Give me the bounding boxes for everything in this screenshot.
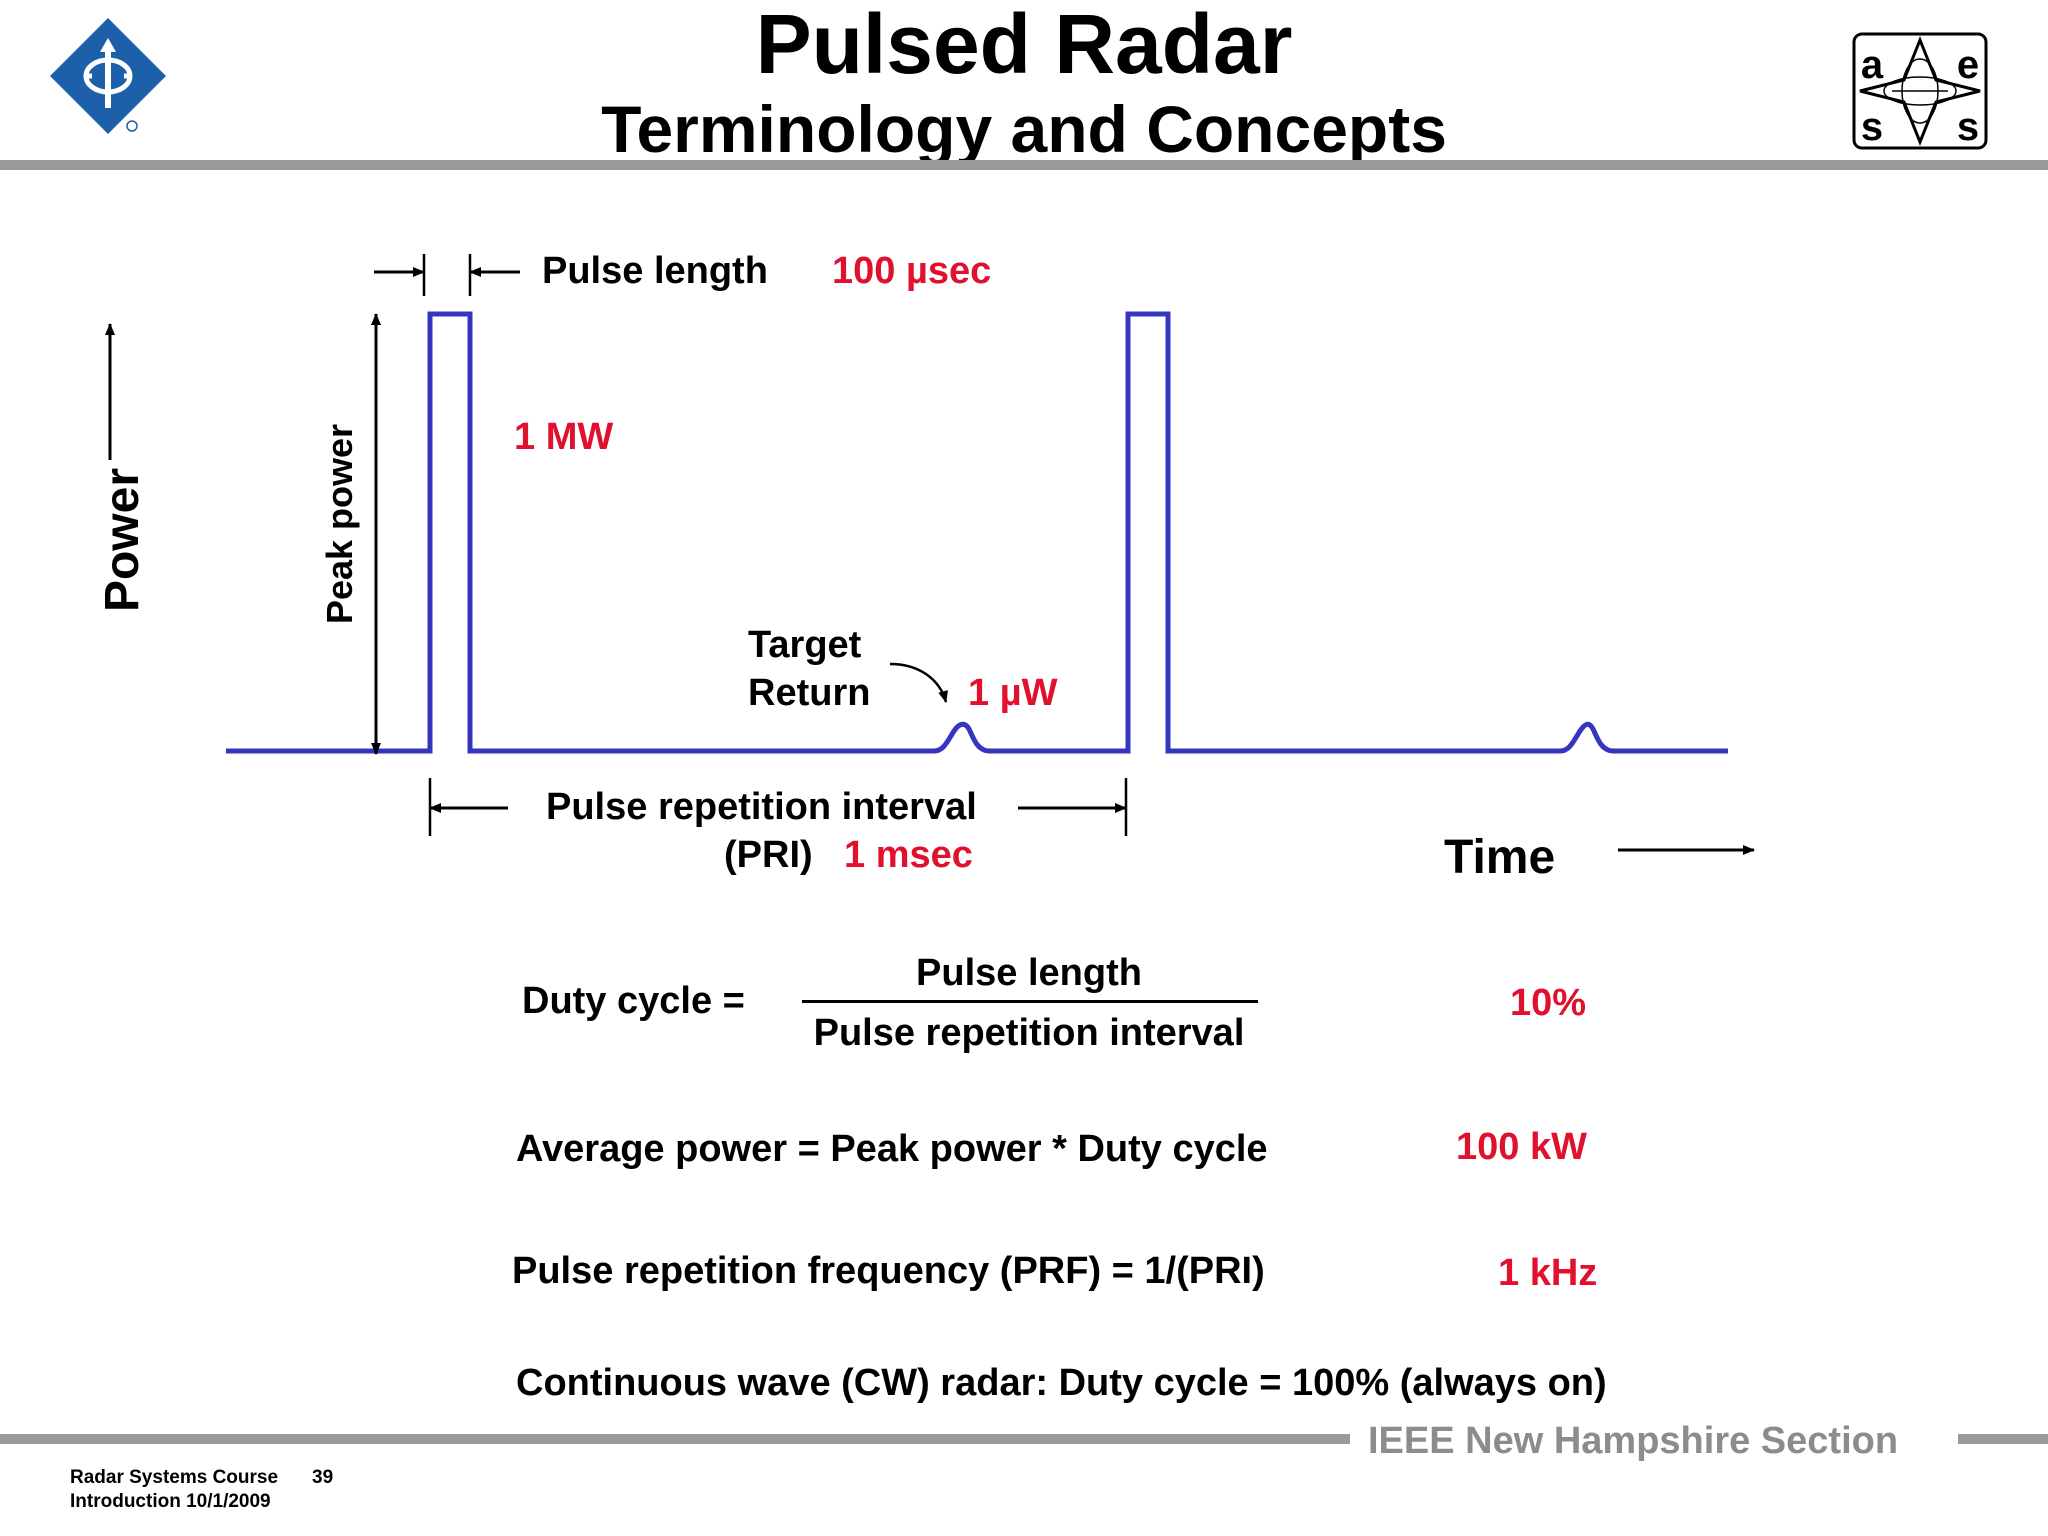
footer-divider-right (1958, 1434, 2048, 1444)
ieee-diamond-logo (48, 16, 172, 140)
footer-course: Radar Systems Course (70, 1467, 279, 1488)
pri-label-1: Pulse repetition interval (546, 786, 977, 828)
pulse-waveform (226, 311, 1728, 754)
pulse-length-value: 100 µsec (832, 250, 992, 292)
pulse-length-label: Pulse length (542, 250, 768, 292)
fraction-bar (802, 1000, 1258, 1003)
target-return-label-1: Target (748, 624, 862, 666)
target-return-arrow (889, 662, 948, 703)
slide-subtitle: Terminology and Concepts (601, 92, 1447, 166)
aess-letter-s1: s (1861, 105, 1883, 149)
average-power-value: 100 kW (1456, 1126, 1587, 1168)
cw-radar-statement: Continuous wave (CW) radar: Duty cycle =… (516, 1362, 1607, 1404)
prf-formula: Pulse repetition frequency (PRF) = 1/(PR… (512, 1250, 1265, 1292)
y-axis-label: Power (96, 468, 149, 612)
footer-lecture: Introduction 10/1/2009 (70, 1491, 271, 1512)
header-divider (0, 160, 2048, 170)
duty-cycle-denominator: Pulse repetition interval (813, 1012, 1245, 1054)
footer-page-number: 39 (312, 1467, 334, 1488)
slide-title: Pulsed Radar (755, 0, 1293, 91)
target-return-value: 1 µW (968, 672, 1058, 714)
target-return-label-2: Return (748, 672, 871, 714)
aess-logo: a e s s (1852, 32, 1988, 150)
pulse-diagram: Power Peak power (96, 254, 1755, 855)
duty-cycle-value: 10% (1510, 982, 1587, 1024)
footer-section-name: IEEE New Hampshire Section (1368, 1420, 1899, 1462)
average-power-formula: Average power = Peak power * Duty cycle (516, 1128, 1268, 1170)
duty-cycle-lhs: Duty cycle = (522, 980, 745, 1022)
prf-value: 1 kHz (1498, 1252, 1598, 1294)
aess-letter-s2: s (1957, 105, 1979, 149)
pri-value: 1 msec (844, 834, 973, 876)
aess-letter-e: e (1957, 43, 1979, 87)
aess-letter-a: a (1861, 43, 1884, 87)
footer-divider-left (0, 1434, 1350, 1444)
peak-power-label: Peak power (319, 424, 360, 624)
pri-label-2: (PRI) (724, 834, 813, 876)
duty-cycle-numerator: Pulse length (916, 952, 1142, 994)
x-axis-label: Time (1444, 831, 1556, 884)
peak-power-value: 1 MW (514, 416, 614, 458)
